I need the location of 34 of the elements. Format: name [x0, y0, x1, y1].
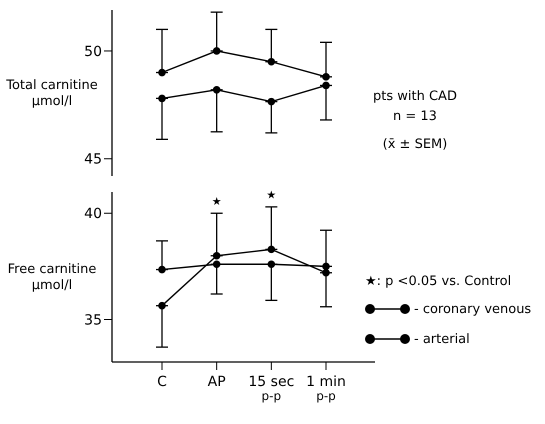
- annotation: ★: [212, 195, 222, 208]
- point: [212, 260, 220, 268]
- x-tick-label: 1 min p-p: [306, 374, 346, 403]
- point: [268, 98, 276, 106]
- text: (x̄ ± SEM): [382, 137, 448, 152]
- point: [268, 260, 276, 268]
- y-tick-label: 35: [84, 312, 102, 328]
- x-tick-label: 15 sec p-p: [248, 374, 294, 403]
- point: [268, 246, 276, 254]
- point: [322, 262, 330, 270]
- point: [322, 268, 330, 277]
- y-tick-label: 50: [84, 44, 102, 60]
- y-tick-label: 40: [84, 206, 102, 222]
- annotation: ★: p <0.05 vs. Control: [365, 274, 512, 289]
- point: [322, 82, 330, 90]
- point: [322, 73, 330, 81]
- legend-label: - arterial: [414, 332, 470, 347]
- point: [212, 252, 220, 260]
- text: pts with CAD: [373, 89, 457, 104]
- x-tick-label: C: [157, 374, 168, 390]
- legend-label: - coronary venous: [414, 302, 532, 317]
- x-tick-label: AP: [208, 374, 226, 390]
- point: [212, 86, 220, 94]
- point: [212, 47, 220, 55]
- point: [158, 266, 166, 274]
- text: n = 13: [393, 109, 437, 124]
- y-axis-title: Total carnitine µmol/l: [5, 78, 98, 109]
- point: [158, 302, 166, 310]
- annotation: ★: [266, 188, 276, 202]
- y-tick-label: 45: [84, 152, 102, 168]
- y-axis-title: Free carnitine µmol/l: [8, 262, 96, 293]
- point: [268, 58, 276, 66]
- point: [158, 68, 166, 76]
- point: [158, 94, 166, 102]
